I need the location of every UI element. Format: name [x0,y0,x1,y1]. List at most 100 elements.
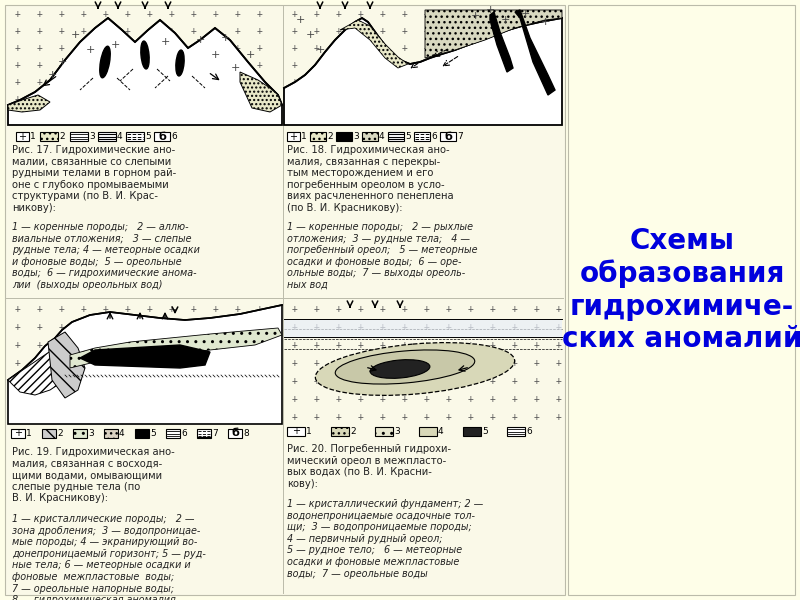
Text: +: + [446,394,452,404]
Text: +: + [468,340,474,350]
Text: Рис. 19. Гидрохимическая ано-
малия, связанная с восходя-
щими водами, омывающим: Рис. 19. Гидрохимическая ано- малия, свя… [12,447,174,503]
Text: +: + [81,394,87,404]
Text: +: + [220,33,230,43]
Bar [287,427,305,436]
Text: +: + [103,94,109,104]
Text: +: + [424,322,430,332]
Text: +: + [402,60,408,70]
Text: +: + [292,9,298,19]
Text: +: + [380,340,386,350]
Ellipse shape [141,41,149,69]
Text: +: + [213,412,219,422]
Text: 5: 5 [145,132,150,141]
Text: +: + [235,376,241,386]
Text: +: + [512,358,518,368]
Text: 6: 6 [171,132,177,141]
Text: +: + [257,322,263,332]
Text: +: + [424,412,430,422]
Text: +: + [81,94,87,104]
Text: +: + [534,322,540,332]
Polygon shape [8,18,282,125]
Text: +: + [103,77,109,87]
Text: +: + [169,60,175,70]
Text: +: + [336,94,342,104]
Text: 2: 2 [57,429,62,438]
Text: 7: 7 [212,429,218,438]
Text: +: + [314,304,320,314]
Text: +: + [191,94,197,104]
Bar [154,132,170,141]
Text: +: + [314,376,320,386]
Bar [16,132,29,141]
Text: Рис. 20. Погребенный гидрохи-
мический ореол в межпласто-
вых водах (по В. И. Кр: Рис. 20. Погребенный гидрохи- мический о… [287,444,451,489]
Text: +: + [424,9,430,19]
Text: +: + [534,9,540,19]
Text: +: + [213,94,219,104]
Text: +: + [147,43,153,53]
Bar [331,427,349,436]
Text: +: + [490,26,496,36]
Text: +: + [15,322,21,332]
Text: +: + [556,304,562,314]
Text: +: + [292,394,298,404]
Text: +: + [81,77,87,87]
Ellipse shape [335,350,474,384]
Text: +: + [512,9,518,19]
Text: +: + [257,111,263,121]
Text: +: + [103,376,109,386]
Text: +: + [147,304,153,314]
Text: +: + [59,358,65,368]
Text: +: + [103,26,109,36]
Text: +: + [103,60,109,70]
Text: +: + [446,304,452,314]
Text: +: + [191,9,197,19]
Text: +: + [424,304,430,314]
Text: +: + [446,43,452,53]
Text: +: + [195,35,205,45]
Text: +: + [169,376,175,386]
Bar [419,427,437,436]
Text: +: + [213,340,219,350]
Text: +: + [490,322,496,332]
Text: +: + [81,304,87,314]
Text: 3: 3 [353,132,358,141]
Text: +: + [490,304,496,314]
Text: +: + [468,9,474,19]
Text: +: + [380,376,386,386]
Text: +: + [402,412,408,422]
Text: 3: 3 [89,132,94,141]
Bar [284,319,562,337]
Text: +: + [292,43,298,53]
Text: +: + [257,304,263,314]
Text: +: + [490,77,496,87]
Text: +: + [81,322,87,332]
Text: +: + [336,111,342,121]
Text: +: + [556,94,562,104]
Text: +: + [257,43,263,53]
Text: +: + [81,26,87,36]
Text: +: + [110,40,120,50]
Text: +: + [246,50,254,60]
Text: +: + [380,60,386,70]
Text: +: + [446,340,452,350]
Text: +: + [15,358,21,368]
Text: +: + [59,322,65,332]
Text: +: + [358,77,364,87]
Text: +: + [468,412,474,422]
Bar [568,5,795,595]
Text: +: + [191,60,197,70]
Text: +: + [468,322,474,332]
Text: +: + [213,9,219,19]
Text: +: + [490,394,496,404]
Text: +: + [556,77,562,87]
Bar [287,132,300,141]
Text: +: + [59,376,65,386]
Text: +: + [424,394,430,404]
Text: +: + [556,358,562,368]
Text: +: + [314,111,320,121]
Text: +: + [358,412,364,422]
Text: +: + [125,77,131,87]
Bar [126,132,144,141]
Text: +: + [314,322,320,332]
Text: +: + [490,376,496,386]
